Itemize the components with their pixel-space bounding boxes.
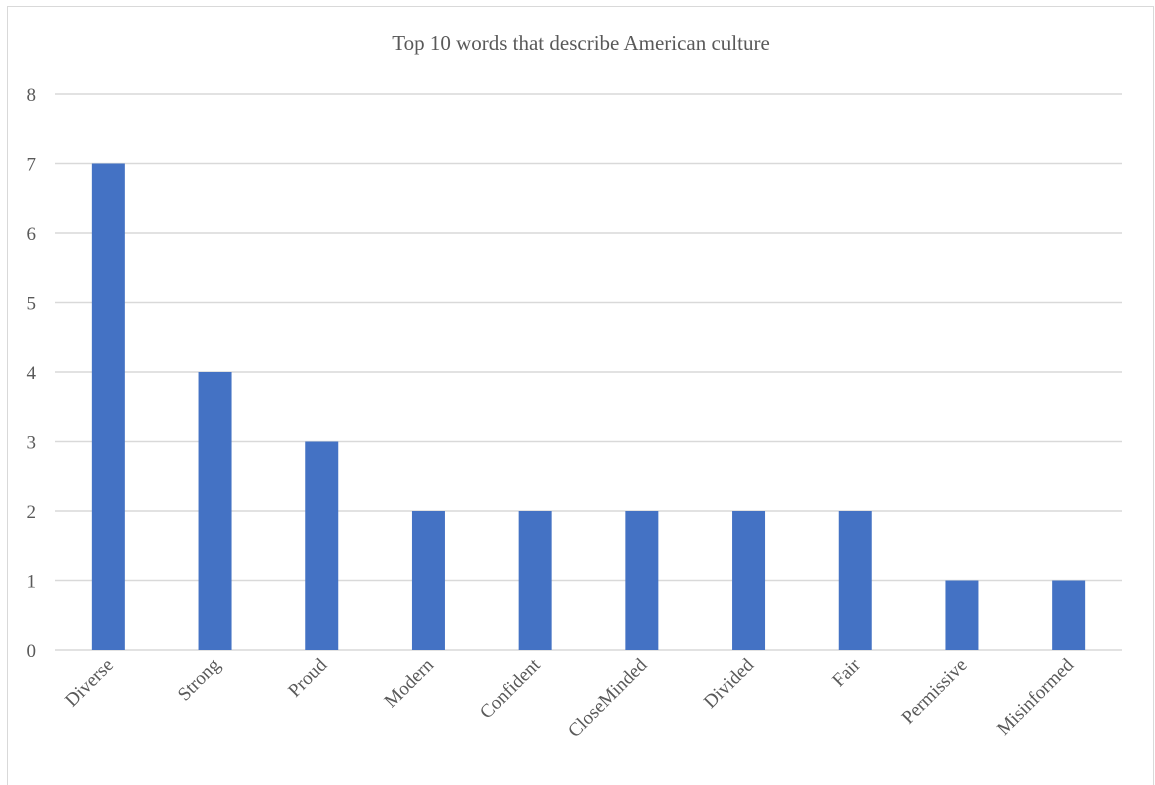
bar-closeminded <box>625 511 659 650</box>
y-tick-label: 8 <box>27 85 37 106</box>
bar-permissive <box>945 580 979 650</box>
y-tick-label: 2 <box>27 502 37 523</box>
x-category-label: Diverse <box>61 655 118 712</box>
y-tick-label: 6 <box>27 224 37 245</box>
y-tick-label: 7 <box>27 155 37 176</box>
y-tick-label: 4 <box>27 363 37 384</box>
x-category-label: Divided <box>700 654 758 712</box>
bar-strong <box>198 372 232 650</box>
chart-title: Top 10 words that describe American cult… <box>392 31 770 55</box>
y-tick-label: 1 <box>27 572 37 593</box>
x-category-label: Confident <box>476 654 545 723</box>
y-tick-label: 0 <box>27 641 37 662</box>
bar-diverse <box>91 163 125 650</box>
x-category-label: Proud <box>284 654 331 701</box>
x-category-label: Strong <box>174 654 225 705</box>
bar-proud <box>305 441 339 650</box>
bar-divided <box>732 511 766 650</box>
x-axis-labels: Diverse Strong Proud Modern Confident CloseMi… <box>61 654 1078 742</box>
y-axis-ticks: 0 1 2 3 4 5 6 7 8 <box>27 85 37 662</box>
x-category-label: CloseMinded <box>564 654 652 742</box>
y-tick-label: 5 <box>27 294 37 315</box>
gridlines <box>55 93 1122 651</box>
bar-confident <box>518 511 552 650</box>
x-category-label: Modern <box>381 654 439 712</box>
y-tick-label: 3 <box>27 433 37 454</box>
bars <box>91 163 1086 650</box>
bar-misinformed <box>1052 580 1086 650</box>
x-category-label: Permissive <box>898 655 972 729</box>
chart-frame <box>7 6 1154 785</box>
x-category-label: Fair <box>828 654 865 691</box>
bar-fair <box>838 511 872 650</box>
bar-modern <box>411 511 445 650</box>
x-category-label: Misinformed <box>993 654 1078 739</box>
